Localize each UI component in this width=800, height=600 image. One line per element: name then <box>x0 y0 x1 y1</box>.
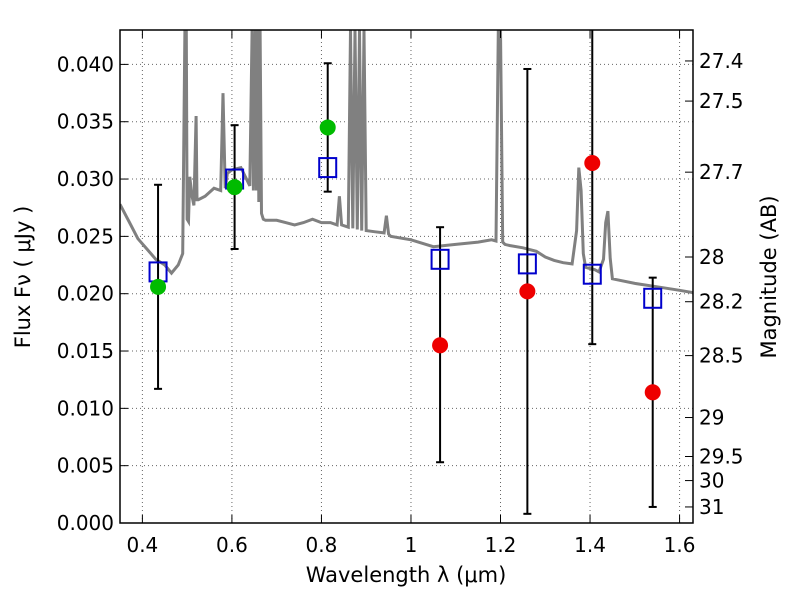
red-data-point <box>432 337 449 354</box>
y-tick-label: 0.035 <box>57 110 114 134</box>
model-box-marker <box>318 157 338 179</box>
y2-tick-label: 28 <box>699 245 724 269</box>
green-data-point <box>226 179 243 196</box>
y2-axis-title: Magnitude (AB) <box>757 195 781 358</box>
y-tick-label: 0.010 <box>57 396 114 420</box>
red-data-point <box>644 384 661 401</box>
plot-frame <box>119 29 694 524</box>
y2-tick-label: 31 <box>699 495 724 519</box>
x-tick-label: 1.6 <box>664 533 696 557</box>
y2-tick-label: 28.2 <box>699 290 744 314</box>
sed-model-line <box>120 30 693 295</box>
x-tick-label: 1.2 <box>485 533 517 557</box>
model-box-marker <box>643 287 663 309</box>
x-tick-label: 0.4 <box>126 533 158 557</box>
y-tick-label: 0.020 <box>57 282 114 306</box>
y2-tick-label: 29.5 <box>699 445 744 469</box>
red-data-point <box>519 283 536 300</box>
y-tick-label: 0.005 <box>57 454 114 478</box>
plot-area <box>120 30 693 515</box>
observed-photometry <box>150 119 661 401</box>
y2-tick-label: 28.5 <box>699 344 744 368</box>
y2-tick-label: 27.7 <box>699 160 744 184</box>
y-tick-label: 0.030 <box>57 167 114 191</box>
green-data-point <box>319 119 336 136</box>
x-tick-label: 0.6 <box>216 533 248 557</box>
y2-tick-label: 30 <box>699 469 724 493</box>
x-tick-label: 1 <box>405 533 418 557</box>
y-axis-ticks: 0.000 0.005 0.010 0.015 0.020 0.025 0.030 0.035… <box>57 52 128 535</box>
y-axis-title: Flux Fν ( μJy ) <box>11 206 35 349</box>
y2-tick-label: 27.4 <box>699 49 744 73</box>
x-axis-ticks: 0.4 0.6 0.8 1 1.2 1.4 1.6 <box>126 30 695 557</box>
y2-tick-label: 29 <box>699 406 724 430</box>
x-tick-label: 0.8 <box>306 533 338 557</box>
y-tick-label: 0.040 <box>57 52 114 76</box>
y2-tick-label: 27.5 <box>699 89 744 113</box>
model-box-marker <box>582 263 602 285</box>
red-data-point <box>584 154 601 171</box>
model-box-marker <box>517 253 537 275</box>
x-axis-title: Wavelength λ (μm) <box>306 563 507 587</box>
y-tick-label: 0.025 <box>57 224 114 248</box>
x-tick-label: 1.4 <box>574 533 606 557</box>
green-data-point <box>150 278 167 295</box>
model-box-marker <box>430 248 450 270</box>
y-tick-label: 0.015 <box>57 339 114 363</box>
y-tick-label: 0.000 <box>57 511 114 535</box>
